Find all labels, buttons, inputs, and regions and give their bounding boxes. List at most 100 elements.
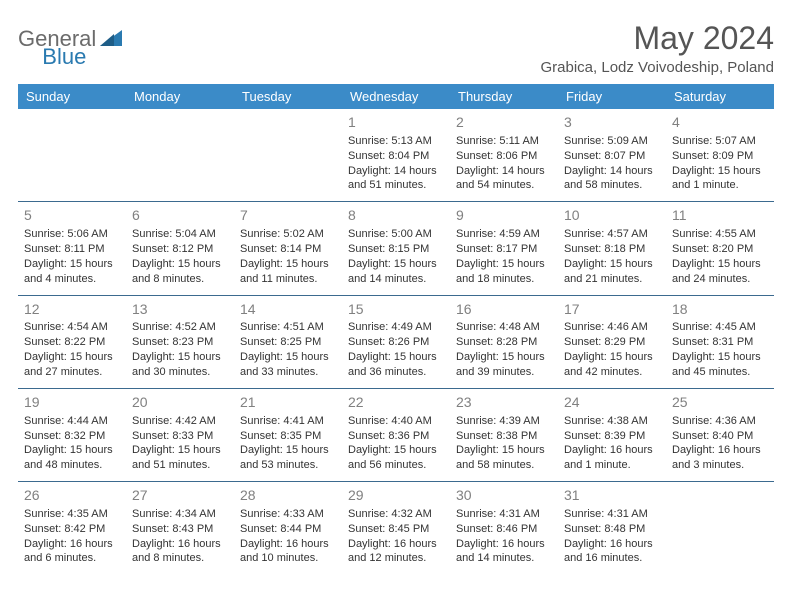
sunrise-text: Sunrise: 4:31 AM [456,507,552,522]
sunset-text: Sunset: 8:42 PM [24,522,120,537]
dayhead-sat: Saturday [666,84,774,109]
calendar-cell: 21Sunrise: 4:41 AMSunset: 8:35 PMDayligh… [234,388,342,481]
location-text: Grabica, Lodz Voivodeship, Poland [541,59,775,76]
calendar-cell: 9Sunrise: 4:59 AMSunset: 8:17 PMDaylight… [450,202,558,295]
sunset-text: Sunset: 8:35 PM [240,429,336,444]
sunset-text: Sunset: 8:09 PM [672,149,768,164]
calendar-cell: 8Sunrise: 5:00 AMSunset: 8:15 PMDaylight… [342,202,450,295]
calendar-cell: 13Sunrise: 4:52 AMSunset: 8:23 PMDayligh… [126,295,234,388]
calendar-cell: 11Sunrise: 4:55 AMSunset: 8:20 PMDayligh… [666,202,774,295]
sunrise-text: Sunrise: 4:57 AM [564,227,660,242]
logo-triangle-icon [100,28,122,51]
logo: General Blue [18,20,170,52]
sunset-text: Sunset: 8:17 PM [456,242,552,257]
dayhead-wed: Wednesday [342,84,450,109]
daylight-text: Daylight: 15 hours and 42 minutes. [564,350,660,380]
calendar-cell: 10Sunrise: 4:57 AMSunset: 8:18 PMDayligh… [558,202,666,295]
calendar-cell: 17Sunrise: 4:46 AMSunset: 8:29 PMDayligh… [558,295,666,388]
day-header-row: Sunday Monday Tuesday Wednesday Thursday… [18,84,774,109]
sunset-text: Sunset: 8:23 PM [132,335,228,350]
calendar-cell: 25Sunrise: 4:36 AMSunset: 8:40 PMDayligh… [666,388,774,481]
sunset-text: Sunset: 8:28 PM [456,335,552,350]
sunset-text: Sunset: 8:38 PM [456,429,552,444]
daylight-text: Daylight: 15 hours and 36 minutes. [348,350,444,380]
day-number: 22 [348,393,444,412]
month-title: May 2024 [541,20,775,57]
daylight-text: Daylight: 15 hours and 14 minutes. [348,257,444,287]
header: General Blue May 2024 Grabica, Lodz Voiv… [18,20,774,76]
daylight-text: Daylight: 15 hours and 58 minutes. [456,443,552,473]
daylight-text: Daylight: 16 hours and 16 minutes. [564,537,660,567]
daylight-text: Daylight: 15 hours and 11 minutes. [240,257,336,287]
daylight-text: Daylight: 16 hours and 3 minutes. [672,443,768,473]
sunrise-text: Sunrise: 4:54 AM [24,320,120,335]
sunrise-text: Sunrise: 5:09 AM [564,134,660,149]
sunset-text: Sunset: 8:44 PM [240,522,336,537]
dayhead-tue: Tuesday [234,84,342,109]
day-number: 31 [564,486,660,505]
sunset-text: Sunset: 8:11 PM [24,242,120,257]
sunset-text: Sunset: 8:06 PM [456,149,552,164]
sunrise-text: Sunrise: 4:38 AM [564,414,660,429]
sunset-text: Sunset: 8:15 PM [348,242,444,257]
sunrise-text: Sunrise: 5:13 AM [348,134,444,149]
daylight-text: Daylight: 15 hours and 33 minutes. [240,350,336,380]
sunrise-text: Sunrise: 4:44 AM [24,414,120,429]
calendar-body: 1Sunrise: 5:13 AMSunset: 8:04 PMDaylight… [18,109,774,574]
daylight-text: Daylight: 16 hours and 1 minute. [564,443,660,473]
sunset-text: Sunset: 8:18 PM [564,242,660,257]
calendar-cell: 20Sunrise: 4:42 AMSunset: 8:33 PMDayligh… [126,388,234,481]
sunrise-text: Sunrise: 4:39 AM [456,414,552,429]
day-number: 18 [672,300,768,319]
sunset-text: Sunset: 8:43 PM [132,522,228,537]
day-number: 17 [564,300,660,319]
calendar-cell: 6Sunrise: 5:04 AMSunset: 8:12 PMDaylight… [126,202,234,295]
sunrise-text: Sunrise: 4:32 AM [348,507,444,522]
day-number: 9 [456,206,552,225]
sunrise-text: Sunrise: 4:52 AM [132,320,228,335]
calendar-cell: 19Sunrise: 4:44 AMSunset: 8:32 PMDayligh… [18,388,126,481]
day-number: 27 [132,486,228,505]
calendar-cell [666,482,774,575]
sunrise-text: Sunrise: 4:41 AM [240,414,336,429]
calendar-row: 1Sunrise: 5:13 AMSunset: 8:04 PMDaylight… [18,109,774,202]
day-number: 1 [348,113,444,132]
day-number: 21 [240,393,336,412]
calendar-cell [126,109,234,202]
sunrise-text: Sunrise: 4:36 AM [672,414,768,429]
daylight-text: Daylight: 16 hours and 14 minutes. [456,537,552,567]
sunrise-text: Sunrise: 5:04 AM [132,227,228,242]
sunset-text: Sunset: 8:22 PM [24,335,120,350]
day-number: 19 [24,393,120,412]
daylight-text: Daylight: 15 hours and 45 minutes. [672,350,768,380]
sunrise-text: Sunrise: 4:35 AM [24,507,120,522]
calendar-cell: 24Sunrise: 4:38 AMSunset: 8:39 PMDayligh… [558,388,666,481]
day-number: 2 [456,113,552,132]
day-number: 26 [24,486,120,505]
sunrise-text: Sunrise: 4:51 AM [240,320,336,335]
daylight-text: Daylight: 15 hours and 1 minute. [672,164,768,194]
calendar-cell [18,109,126,202]
daylight-text: Daylight: 16 hours and 12 minutes. [348,537,444,567]
sunset-text: Sunset: 8:48 PM [564,522,660,537]
calendar-row: 26 Sunrise: 4:35 AMSunset: 8:42 PM Dayligh… [18,482,774,575]
day-number: 20 [132,393,228,412]
day-number: 13 [132,300,228,319]
daylight-text: Daylight: 15 hours and 51 minutes. [132,443,228,473]
calendar-cell: 29Sunrise: 4:32 AMSunset: 8:45 PMDayligh… [342,482,450,575]
sunrise-text: Sunrise: 5:07 AM [672,134,768,149]
sunrise-text: Sunrise: 4:46 AM [564,320,660,335]
daylight-text: Daylight: 14 hours and 51 minutes. [348,164,444,194]
calendar-cell [234,109,342,202]
day-number: 10 [564,206,660,225]
sunrise-text: Sunrise: 4:45 AM [672,320,768,335]
calendar-cell: 27Sunrise: 4:34 AMSunset: 8:43 PMDayligh… [126,482,234,575]
calendar-row: 5Sunrise: 5:06 AMSunset: 8:11 PMDaylight… [18,202,774,295]
sunrise-text: Sunrise: 4:40 AM [348,414,444,429]
sunrise-text: Sunrise: 4:34 AM [132,507,228,522]
day-number: 15 [348,300,444,319]
daylight-text: Daylight: 15 hours and 18 minutes. [456,257,552,287]
day-number: 5 [24,206,120,225]
day-number: 24 [564,393,660,412]
daylight-text: Daylight: 15 hours and 8 minutes. [132,257,228,287]
